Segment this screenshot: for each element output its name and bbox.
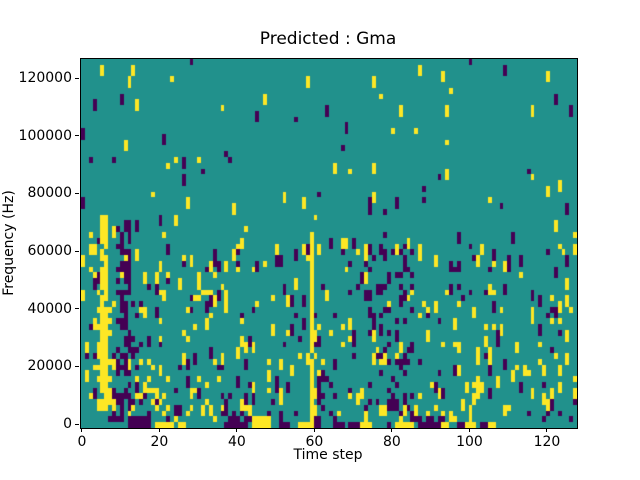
plot-area xyxy=(80,58,578,429)
y-tick-label: 40000 xyxy=(27,300,72,317)
y-tick-label: 60000 xyxy=(27,243,72,260)
y-tick-label: 120000 xyxy=(18,70,72,87)
y-tick-mark xyxy=(75,365,79,367)
y-tick-label: 20000 xyxy=(27,358,72,375)
x-tick-mark xyxy=(546,428,548,432)
x-tick-label: 60 xyxy=(305,434,324,450)
y-tick-mark xyxy=(75,192,79,194)
x-tick-mark xyxy=(468,428,470,432)
y-axis-label: Frequency (Hz) xyxy=(1,190,17,296)
x-tick-mark xyxy=(81,428,83,432)
y-tick-mark xyxy=(75,308,79,310)
x-tick-mark xyxy=(391,428,393,432)
y-tick-mark xyxy=(75,135,79,137)
y-tick-mark xyxy=(75,77,79,79)
heatmap-canvas xyxy=(81,59,577,428)
x-tick-label: 100 xyxy=(456,434,483,450)
x-tick-label: 40 xyxy=(228,434,246,450)
y-tick-label: 100000 xyxy=(18,127,72,144)
x-axis-label: Time step xyxy=(293,447,363,463)
x-tick-mark xyxy=(158,428,160,432)
y-tick-label: 80000 xyxy=(27,185,72,202)
x-tick-label: 80 xyxy=(383,434,401,450)
y-tick-label: 0 xyxy=(63,416,72,433)
x-tick-label: 120 xyxy=(533,434,561,450)
chart-title: Predicted : Gma xyxy=(259,29,397,49)
y-tick-mark xyxy=(75,250,79,252)
x-tick-label: 20 xyxy=(150,434,169,450)
x-tick-mark xyxy=(236,428,238,432)
x-tick-mark xyxy=(313,428,315,432)
y-tick-mark xyxy=(75,423,79,425)
x-tick-label: 0 xyxy=(77,434,87,450)
